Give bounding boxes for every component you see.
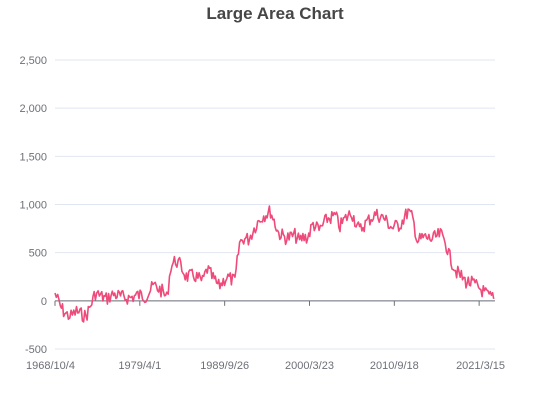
y-tick-label: 1,500 bbox=[19, 151, 47, 163]
x-tick-label: 1989/9/26 bbox=[200, 360, 249, 372]
y-tick-label: 0 bbox=[41, 296, 47, 308]
x-tick-label: 2021/3/15 bbox=[456, 360, 505, 372]
series-layer bbox=[54, 205, 495, 323]
grid-lines bbox=[55, 59, 495, 350]
series-line bbox=[54, 205, 495, 323]
x-tick-label: 1979/4/1 bbox=[118, 360, 161, 372]
chart-title: Large Area Chart bbox=[206, 4, 344, 23]
x-tick-label: 2010/9/18 bbox=[370, 360, 419, 372]
y-tick-label: 2,000 bbox=[19, 103, 47, 115]
y-tick-label: -500 bbox=[25, 344, 47, 356]
y-tick-label: 1,000 bbox=[19, 200, 47, 212]
x-tick-label: 2000/3/23 bbox=[285, 360, 334, 372]
x-tick-label: 1968/10/4 bbox=[26, 360, 75, 372]
x-axis-ticks: 1968/10/4 1979/4/1 1989/9/26 2000/3/23 2010/… bbox=[26, 300, 505, 372]
y-tick-label: 2,500 bbox=[19, 55, 47, 67]
y-axis-ticks: -500 0 500 1,000 1,500 2,000 2,500 bbox=[19, 55, 47, 356]
y-tick-label: 500 bbox=[29, 248, 47, 260]
